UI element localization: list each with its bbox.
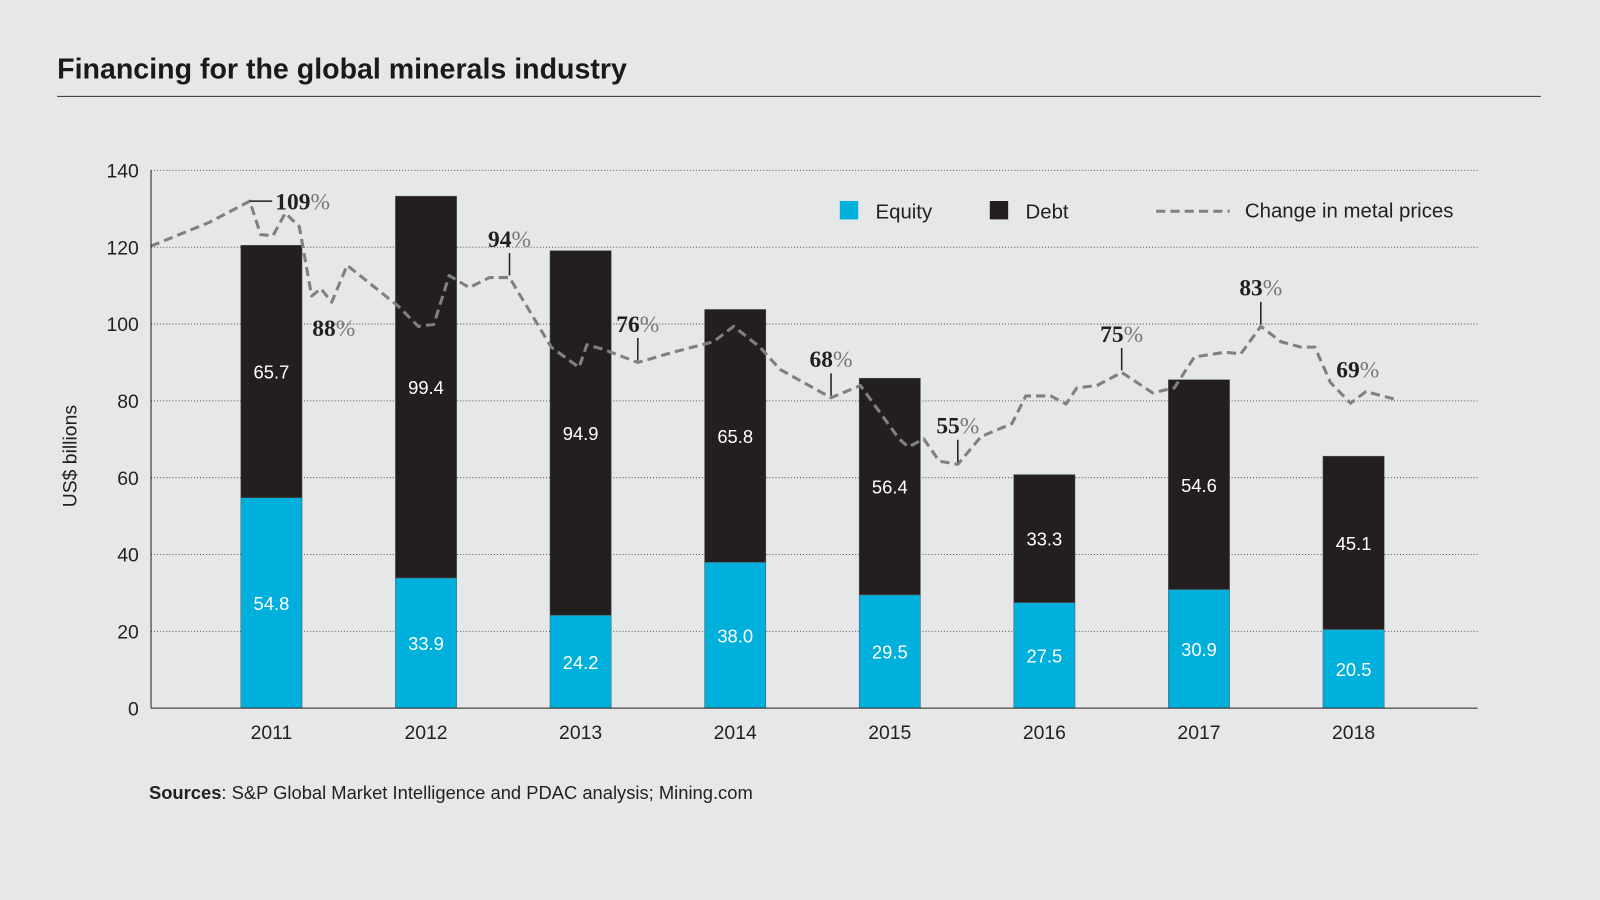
y-axis-label: US$ billions <box>60 405 82 507</box>
data-label-equity: 54.8 <box>254 593 290 614</box>
data-label-equity: 38.0 <box>717 625 753 646</box>
price-line-path <box>150 199 1399 466</box>
data-label-debt: 99.4 <box>408 377 444 398</box>
annotation-value: 76 <box>616 312 640 338</box>
bar-debt-2013 <box>549 250 612 616</box>
annotation-unit: % <box>1263 276 1283 302</box>
bar-equity-2013 <box>549 614 612 709</box>
annotation-unit: % <box>1124 322 1144 348</box>
annotation-label: 83% <box>1239 276 1282 302</box>
annotation-value: 83 <box>1239 276 1262 302</box>
annotation-unit: % <box>960 414 980 440</box>
x-tick-label: 2012 <box>404 722 447 744</box>
annotation-value: 88 <box>312 316 335 342</box>
x-tick-label: 2013 <box>559 722 602 744</box>
source-text: : S&P Global Market Intelligence and PDA… <box>221 782 752 803</box>
bar-equity-2018 <box>1322 629 1385 709</box>
legend-swatch-debt <box>989 201 1009 220</box>
x-tick-label: 2017 <box>1177 722 1220 744</box>
bar-equity-2015 <box>858 594 921 709</box>
axes: 0 20 40 60 80 100 120 140 2011 2012 2013 2014 2015 20… <box>106 161 1478 744</box>
y-tick-label: 0 <box>128 698 139 720</box>
bar-debt-2014 <box>704 309 767 563</box>
bar-equity-2016 <box>1013 602 1076 709</box>
x-tick-label: 2016 <box>1023 722 1066 744</box>
legend-label-debt: Debt <box>1026 201 1069 223</box>
y-tick-label: 80 <box>117 391 139 413</box>
bar-debt-2016 <box>1013 474 1076 603</box>
data-label-equity: 29.5 <box>872 642 908 663</box>
data-label-debt: 56.4 <box>872 477 908 498</box>
annotation-unit: % <box>640 312 660 338</box>
annotation-unit: % <box>1360 357 1380 383</box>
annotation-unit: % <box>310 189 330 215</box>
y-tick-label: 40 <box>117 545 139 567</box>
annotation-value: 69 <box>1336 357 1359 383</box>
data-label-equity: 24.2 <box>563 652 599 673</box>
annotation-label: 94% <box>488 227 531 253</box>
y-tick-label: 100 <box>106 314 139 336</box>
bar-equity-2014 <box>704 561 767 709</box>
bar-equity-2011 <box>240 497 303 709</box>
source-label: Sources <box>149 782 221 803</box>
data-label-debt: 54.6 <box>1181 475 1217 496</box>
data-label-equity: 30.9 <box>1181 639 1217 660</box>
annotation-unit: % <box>511 227 531 253</box>
bar-debt-2011 <box>240 245 303 498</box>
y-tick-label: 20 <box>117 621 139 643</box>
annotation-label: 75% <box>1100 322 1143 348</box>
annotation-value: 68 <box>810 347 833 373</box>
data-label-equity: 20.5 <box>1336 659 1372 680</box>
price-line: 109%88%94%76%68%55%75%83%69% <box>150 189 1399 466</box>
x-tick-label: 2011 <box>251 722 293 744</box>
page-title: Financing for the global minerals indust… <box>57 54 627 86</box>
y-tick-label: 60 <box>117 468 139 490</box>
annotation-label: 109% <box>275 189 330 215</box>
y-tick-label: 120 <box>106 237 139 259</box>
bar-equity-2017 <box>1168 589 1230 709</box>
bar-debt-2018 <box>1322 455 1385 630</box>
data-label-debt: 94.9 <box>563 423 599 444</box>
data-label-equity: 33.9 <box>408 633 444 654</box>
legend-label-equity: Equity <box>876 201 933 223</box>
legend-label-line: Change in metal prices <box>1245 200 1454 222</box>
annotation-unit: % <box>833 347 853 373</box>
x-tick-label: 2015 <box>868 722 911 744</box>
x-tick-label: 2014 <box>714 722 757 744</box>
annotation-label: 55% <box>936 414 979 440</box>
bar-debt-2015 <box>858 377 921 596</box>
annotation-label: 76% <box>616 312 659 338</box>
y-tick-label: 140 <box>106 161 139 183</box>
source-note: Sources: S&P Global Market Intelligence … <box>149 782 753 803</box>
data-label-debt: 45.1 <box>1336 533 1372 554</box>
data-label-debt: 65.8 <box>717 426 753 447</box>
annotation-value: 75 <box>1100 322 1123 348</box>
data-label-equity: 27.5 <box>1027 645 1063 666</box>
annotation-unit: % <box>336 316 356 342</box>
annotation-value: 55 <box>936 414 959 440</box>
data-label-debt: 33.3 <box>1027 529 1063 550</box>
legend: Equity Debt Change in metal prices <box>839 200 1454 223</box>
legend-swatch-equity <box>839 201 859 220</box>
annotation-label: 88% <box>312 316 355 342</box>
annotation-value: 109 <box>275 189 310 215</box>
bar-debt-2012 <box>395 195 457 579</box>
x-tick-label: 2018 <box>1332 722 1375 744</box>
gridlines <box>151 169 1478 632</box>
annotation-label: 69% <box>1336 357 1379 383</box>
data-label-debt: 65.7 <box>254 362 290 383</box>
bars: 54.8 65.7 33.9 99.4 24.2 94.9 38.0 65.8 29.5 56.4… <box>240 195 1385 709</box>
annotation-value: 94 <box>488 227 512 253</box>
annotation-label: 68% <box>810 347 853 373</box>
bar-debt-2017 <box>1168 379 1230 590</box>
